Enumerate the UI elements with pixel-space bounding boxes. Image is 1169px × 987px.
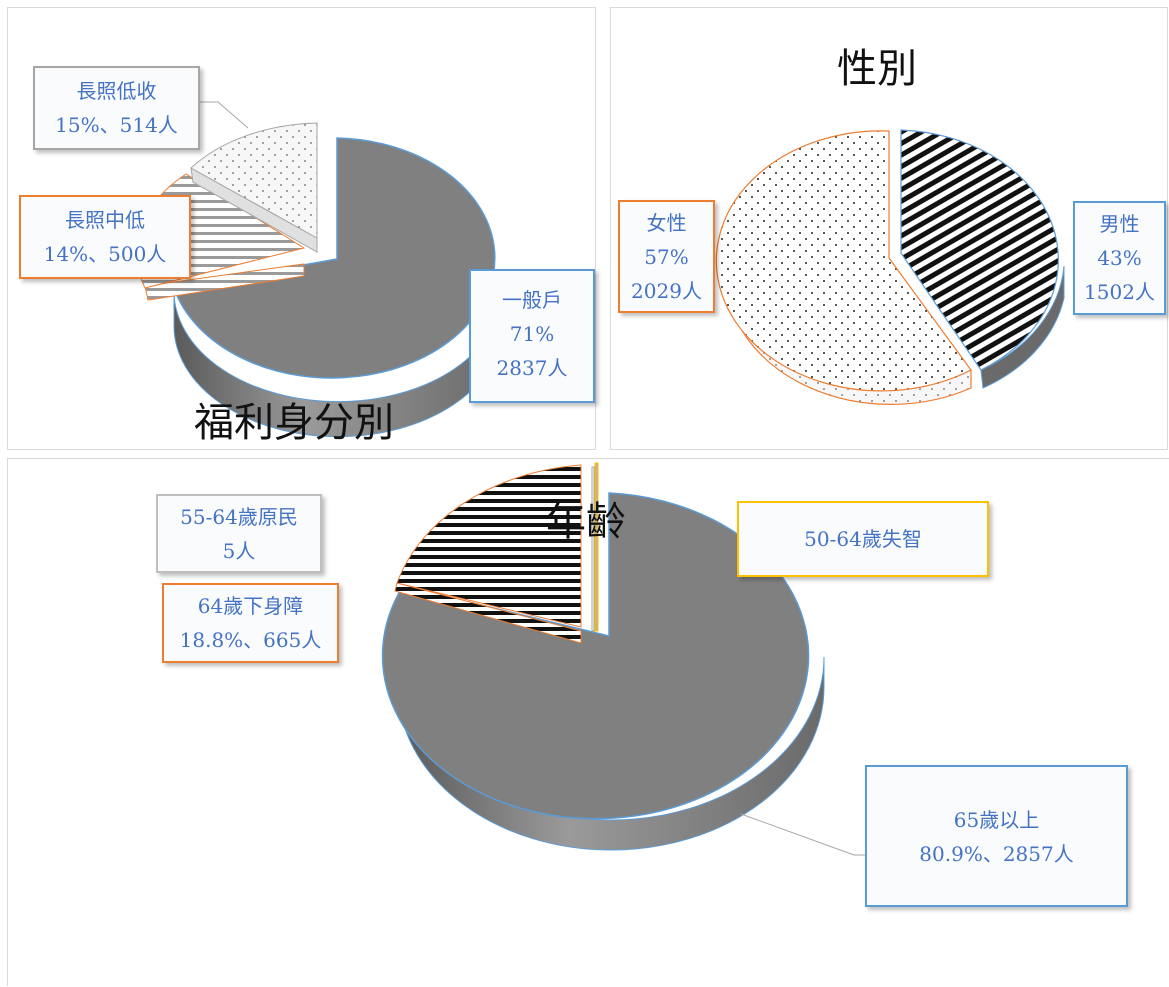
label-over65: 65歲以上 80.9%、2857人 bbox=[865, 765, 1128, 907]
label-midlow: 長照中低 14%、500人 bbox=[19, 195, 191, 279]
gender-chart-panel: 性別 女性 57% 2029人 男性 43% 1502人 bbox=[610, 7, 1168, 450]
label-female: 女性 57% 2029人 bbox=[618, 200, 715, 313]
label-male: 男性 43% 1502人 bbox=[1073, 201, 1166, 315]
slice-low bbox=[190, 122, 318, 239]
leader-over65 bbox=[740, 813, 866, 856]
leader-low-2 bbox=[217, 101, 249, 129]
age-chart-panel: 年齡 55-64歲原民 5人 64歲下身障 18.8%、665人 50-64歲失… bbox=[7, 458, 1169, 986]
slice-male bbox=[900, 129, 1059, 371]
age-title: 年齡 bbox=[546, 499, 626, 545]
slice-male-side bbox=[980, 265, 1065, 389]
gender-pie bbox=[715, 129, 1065, 405]
label-indigenous: 55-64歲原民 5人 bbox=[156, 494, 322, 573]
welfare-title: 福利身分別 bbox=[194, 400, 394, 446]
label-general: 一般戶 71% 2837人 bbox=[469, 269, 595, 403]
gender-title: 性別 bbox=[837, 46, 917, 92]
slice-dementia bbox=[594, 462, 599, 632]
label-disabled: 64歲下身障 18.8%、665人 bbox=[162, 583, 339, 663]
slice-disabled bbox=[396, 464, 582, 628]
label-low: 長照低收 15%、514人 bbox=[33, 66, 200, 150]
age-pie bbox=[381, 462, 866, 856]
welfare-chart-panel: 福利身分別 長照低收 15%、514人 長照中低 14%、500人 一般戶 71… bbox=[7, 7, 596, 450]
slice-midlow-side bbox=[144, 263, 305, 301]
slice-indigenous bbox=[591, 466, 595, 632]
slice-general bbox=[172, 137, 496, 379]
label-dementia: 50-64歲失智 bbox=[737, 501, 989, 577]
slice-female bbox=[715, 130, 972, 392]
slice-disabled-side bbox=[394, 582, 582, 644]
